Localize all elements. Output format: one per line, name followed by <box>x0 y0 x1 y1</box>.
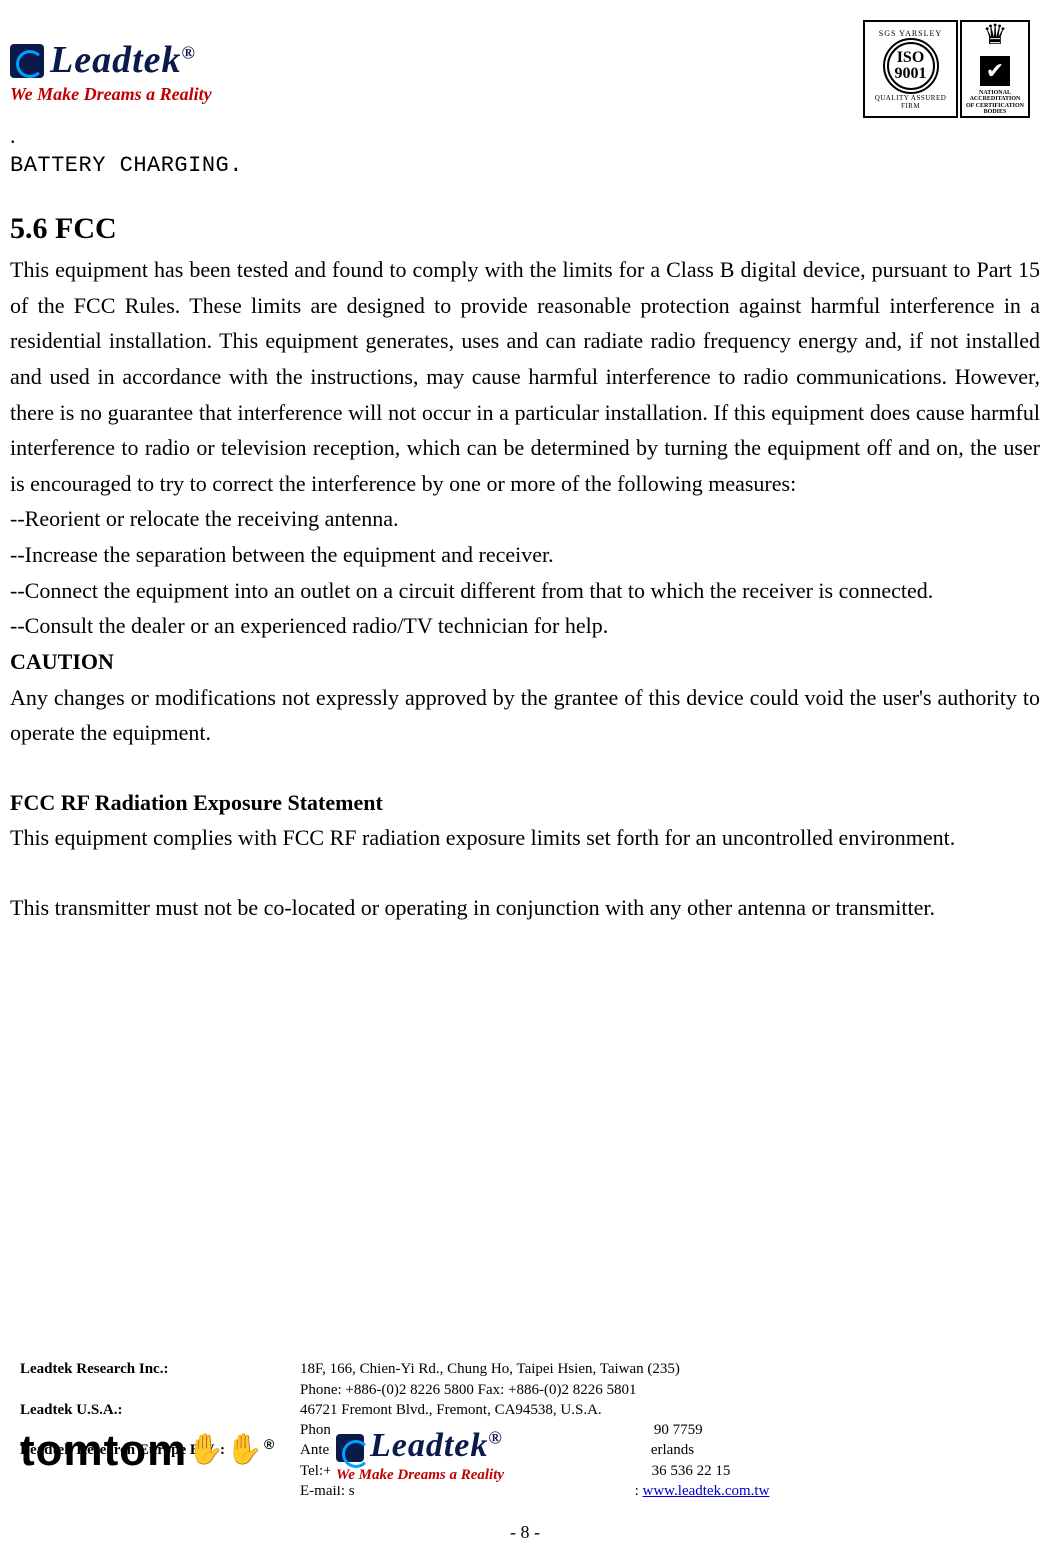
section-5-6-title: 5.6 FCC <box>10 212 1040 246</box>
caution-heading: CAUTION <box>10 644 1040 680</box>
leadtek-logo-icon <box>10 44 44 78</box>
rf-exposure-p1: This equipment complies with FCC RF radi… <box>10 820 1040 856</box>
battery-charging-line: BATTERY CHARGING. <box>10 153 1040 178</box>
leadtek-tagline: We Make Dreams a Reality <box>10 84 212 105</box>
measure-3: --Connect the equipment into an outlet o… <box>10 573 1040 609</box>
iso-9001-badge: SGS YARSLEY ISO 9001 QUALITY ASSURED FIR… <box>863 20 958 118</box>
iso-badges: SGS YARSLEY ISO 9001 QUALITY ASSURED FIR… <box>863 20 1030 118</box>
leadtek-logo-text: Leadtek® <box>50 39 196 81</box>
page-header: Leadtek® We Make Dreams a Reality SGS YA… <box>10 20 1040 125</box>
footer-row-eu: Leadtek Research Europe B.V. : Antenneer… <box>20 1440 1030 1460</box>
footer-row-hq: Leadtek Research Inc.: 18F, 166, Chien-Y… <box>20 1359 1030 1379</box>
fcc-compliance-paragraph: This equipment has been tested and found… <box>10 252 1040 501</box>
footer-row-usa: Leadtek U.S.A.: 46721 Fremont Blvd., Fre… <box>20 1400 1030 1420</box>
rf-exposure-heading: FCC RF Radiation Exposure Statement <box>10 785 1040 821</box>
footer-row-usa-phone: Phone: +90 7759 <box>20 1420 1030 1440</box>
leadtek-logo: Leadtek® We Make Dreams a Reality <box>10 38 212 105</box>
footer-row-hq-phone: Phone: +886-(0)2 8226 5800 Fax: +886-(0)… <box>20 1380 1030 1400</box>
company-footer: Leadtek Research Inc.: 18F, 166, Chien-Y… <box>20 1359 1030 1501</box>
measure-4: --Consult the dealer or an experienced r… <box>10 608 1040 644</box>
page: Leadtek® We Make Dreams a Reality SGS YA… <box>0 0 1050 1561</box>
crown-icon: ♛ <box>982 22 1007 50</box>
measure-2: --Increase the separation between the eq… <box>10 537 1040 573</box>
leadtek-website-link[interactable]: www.leadtek.com.tw <box>643 1483 770 1499</box>
caution-text: Any changes or modifications not express… <box>10 680 1040 751</box>
stray-dot: . <box>10 125 1040 147</box>
rf-exposure-p2: This transmitter must not be co-located … <box>10 890 1040 926</box>
page-number: - 8 - <box>0 1522 1050 1543</box>
footer-row-eu-phone: Tel:+31(36 536 22 15 <box>20 1461 1030 1481</box>
measure-1: --Reorient or relocate the receiving ant… <box>10 501 1040 537</box>
accreditation-badge: ♛ ✔ NATIONAL ACCREDITATION OF CERTIFICAT… <box>960 20 1030 118</box>
footer-row-email: E-mail: s: www.leadtek.com.tw <box>20 1481 1030 1501</box>
check-icon: ✔ <box>980 56 1010 86</box>
